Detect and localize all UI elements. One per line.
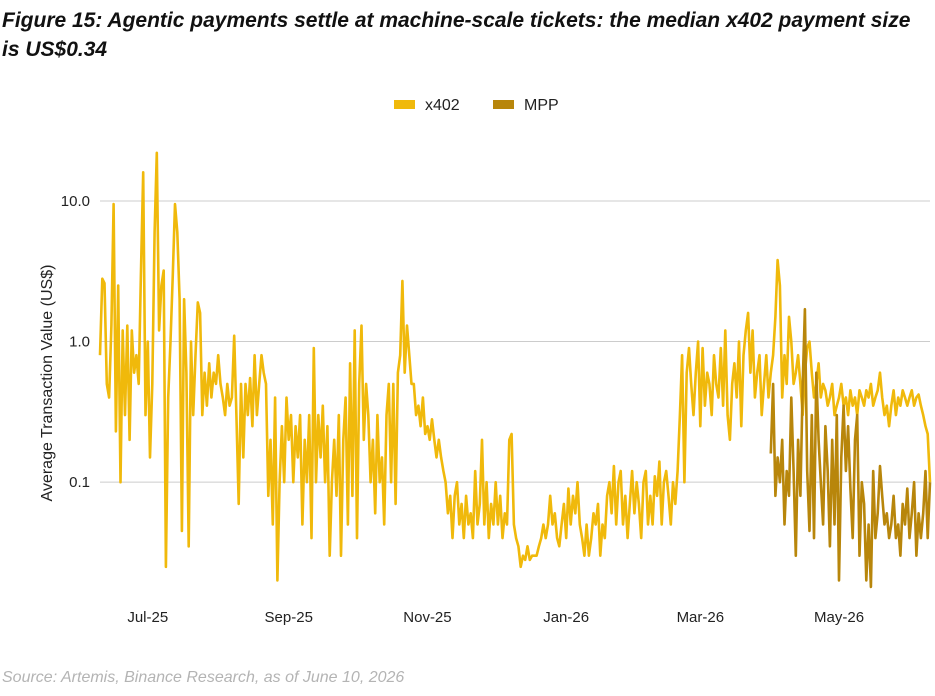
x-tick-label: May-26 [814, 609, 864, 626]
y-tick-label: 10.0 [61, 193, 90, 210]
x-axis-ticks: Jul-25 Sep-25 Nov-25 Jan-26 Mar-26 May-26 [127, 609, 864, 626]
line-chart: x402 MPP 10.0 1.0 0.1 Jul-25 Sep-25 Nov-25 Jan… [39, 97, 932, 626]
series-line-x402 [98, 151, 932, 582]
series-line-mpp [769, 307, 932, 589]
x-tick-label: Mar-26 [677, 609, 725, 626]
page-title: Figure 15: Agentic payments settle at ma… [2, 9, 911, 61]
source-note: Source: Artemis, Binance Research, as of… [2, 669, 405, 686]
x-tick-label: Sep-25 [265, 609, 313, 626]
y-tick-label: 0.1 [69, 474, 90, 491]
legend-label-mpp: MPP [524, 97, 559, 114]
legend-swatch-mpp [493, 100, 514, 109]
x-tick-label: Jul-25 [127, 609, 168, 626]
x-tick-label: Nov-25 [403, 609, 451, 626]
legend-label-x402: x402 [425, 97, 460, 114]
y-axis-label: Average Transaction Value (US$) [39, 265, 56, 502]
x-tick-label: Jan-26 [543, 609, 589, 626]
y-axis-ticks: 10.0 1.0 0.1 [61, 193, 90, 491]
y-tick-label: 1.0 [69, 334, 90, 351]
chart-series [98, 151, 932, 589]
legend-swatch-x402 [394, 100, 415, 109]
chart-legend: x402 MPP [394, 97, 559, 114]
